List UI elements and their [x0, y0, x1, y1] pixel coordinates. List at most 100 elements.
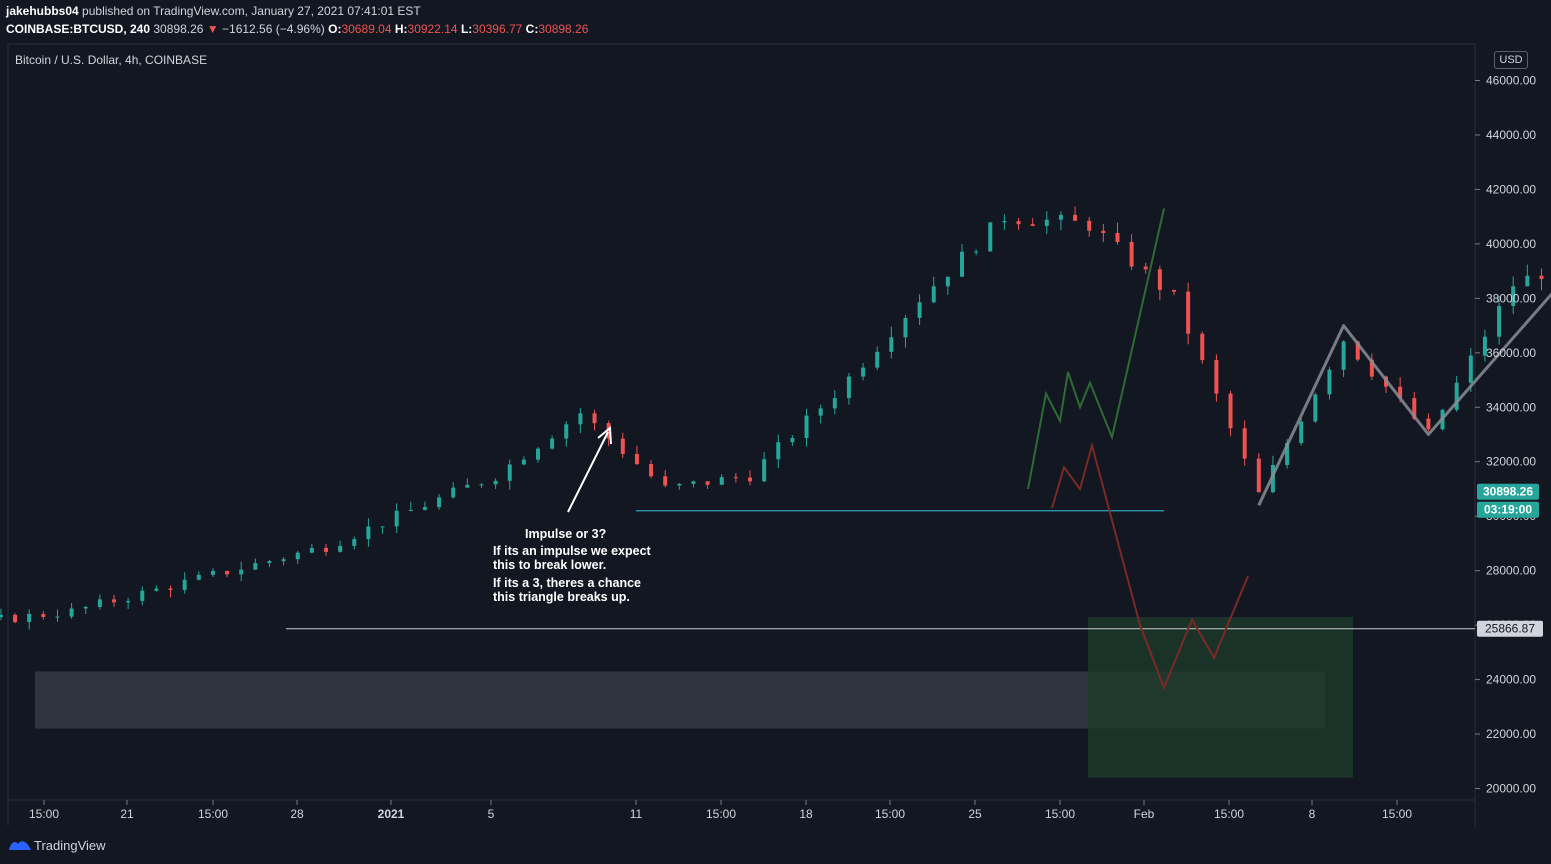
currency-button[interactable]: USD [1494, 51, 1528, 69]
candle-body [352, 539, 357, 546]
candle-body [126, 600, 131, 603]
tradingview-logo-icon[interactable] [8, 838, 32, 852]
candle-body [1143, 266, 1148, 270]
publisher-text: published on TradingView.com, January 27… [82, 4, 421, 18]
candle-body [154, 588, 159, 591]
candle-body [776, 442, 781, 460]
candle-body [408, 509, 413, 511]
candle-body [1369, 359, 1374, 377]
candle-body [1426, 418, 1431, 430]
candle-body [309, 547, 314, 553]
time-axis[interactable]: 15:00 21 15:00 28 2021 5 11 15:00 18 15:00 25 15:00… [29, 800, 1412, 821]
x-tick-label: 15:00 [875, 807, 905, 821]
candle-body [1454, 382, 1459, 410]
high-value: 30922.14 [407, 22, 458, 36]
candle-body [380, 526, 385, 528]
low-label: L: [460, 22, 473, 36]
candle-body [762, 459, 767, 482]
candle-body [1256, 458, 1261, 493]
down-arrow-icon: ▼ [206, 22, 219, 36]
x-tick-label: Feb [1134, 807, 1155, 821]
candle-body [649, 464, 654, 477]
bullish-projection-path [1027, 208, 1165, 490]
candle-body [281, 559, 286, 562]
candle-body [988, 222, 993, 252]
candle-body [1482, 336, 1487, 356]
footer [0, 826, 1551, 864]
y-tick-label: 24000.00 [1486, 673, 1536, 687]
x-tick-label: 15:00 [1214, 807, 1244, 821]
candle-body [1200, 333, 1205, 361]
close-value: 30898.26 [538, 22, 589, 36]
candle-body [140, 590, 145, 601]
annotation-line-5: this triangle breaks up. [493, 590, 630, 604]
candle-body [1242, 428, 1247, 459]
publisher-username[interactable]: jakehubbs04 [6, 4, 79, 18]
candle-body [422, 507, 427, 510]
open-value: 30689.04 [341, 22, 392, 36]
candle-body [521, 459, 526, 465]
candle-body [267, 561, 272, 564]
candle-body [1497, 305, 1502, 337]
y-tick-label: 46000.00 [1486, 74, 1536, 88]
candle-body [1101, 230, 1106, 233]
chart-title: Bitcoin / U.S. Dollar, 4h, COINBASE [15, 53, 208, 67]
candle-body [1172, 289, 1176, 292]
y-tick-label: 28000.00 [1486, 564, 1536, 578]
candle-body [634, 453, 639, 465]
tradingview-brand[interactable]: TradingView [34, 838, 106, 853]
level-label: 25866.87 [1485, 622, 1535, 636]
candle-body [1412, 398, 1417, 419]
candle-body [1313, 394, 1318, 422]
x-tick-label: 8 [1309, 807, 1316, 821]
candle-body [691, 481, 696, 484]
zones-layer [35, 616, 1353, 778]
x-tick-label: 15:00 [29, 807, 59, 821]
candle-body [1087, 220, 1092, 231]
y-tick-label: 40000.00 [1486, 237, 1536, 251]
candle-body [832, 398, 837, 409]
candle-body [479, 484, 484, 486]
candle-body [903, 317, 908, 338]
candle-body [168, 588, 173, 590]
candle-body [295, 552, 300, 560]
candle-body [493, 480, 498, 485]
candle-body [564, 424, 569, 439]
candle-body [253, 563, 258, 570]
candle-body [931, 286, 936, 303]
candle-body [790, 438, 795, 443]
candle-body [1398, 386, 1403, 399]
candle-body [1044, 219, 1049, 226]
annotation-arrow-head [597, 425, 612, 445]
price-axis[interactable]: 46000.00 44000.00 42000.00 40000.00 38000.00… [1475, 74, 1536, 796]
annotation-line-1: Impulse or 3? [525, 527, 607, 541]
drawings-layer [286, 208, 1551, 691]
candle-body [861, 367, 866, 377]
y-tick-label: 20000.00 [1486, 782, 1536, 796]
candle-body [225, 570, 230, 575]
candle-body [55, 616, 60, 618]
candle-body [748, 477, 752, 482]
candle-body [182, 579, 187, 590]
annotation-line-3: this to break lower. [493, 558, 607, 572]
candle-body [889, 337, 894, 352]
price-change: −1612.56 (−4.96%) [222, 22, 325, 36]
candle-body [1327, 369, 1332, 395]
candle-body [196, 574, 201, 580]
symbol-line: COINBASE:BTCUSD, 240 30898.26 ▼ −1612.56… [6, 22, 588, 36]
candle-body [818, 408, 823, 416]
candle-body [69, 608, 74, 617]
y-tick-label: 22000.00 [1486, 727, 1536, 741]
candle-body [1511, 286, 1516, 306]
x-tick-label: 18 [799, 807, 813, 821]
annotation-line-4: If its a 3, theres a chance [493, 576, 641, 590]
candle-body [606, 423, 611, 439]
level-badge [1477, 620, 1543, 637]
y-tick-label: 42000.00 [1486, 182, 1536, 196]
candle-body [1186, 291, 1191, 334]
candle-body [1058, 214, 1063, 220]
y-tick-label: 32000.00 [1486, 455, 1536, 469]
annotation-arrow-shaft [567, 431, 609, 513]
candle-body [1073, 214, 1078, 221]
